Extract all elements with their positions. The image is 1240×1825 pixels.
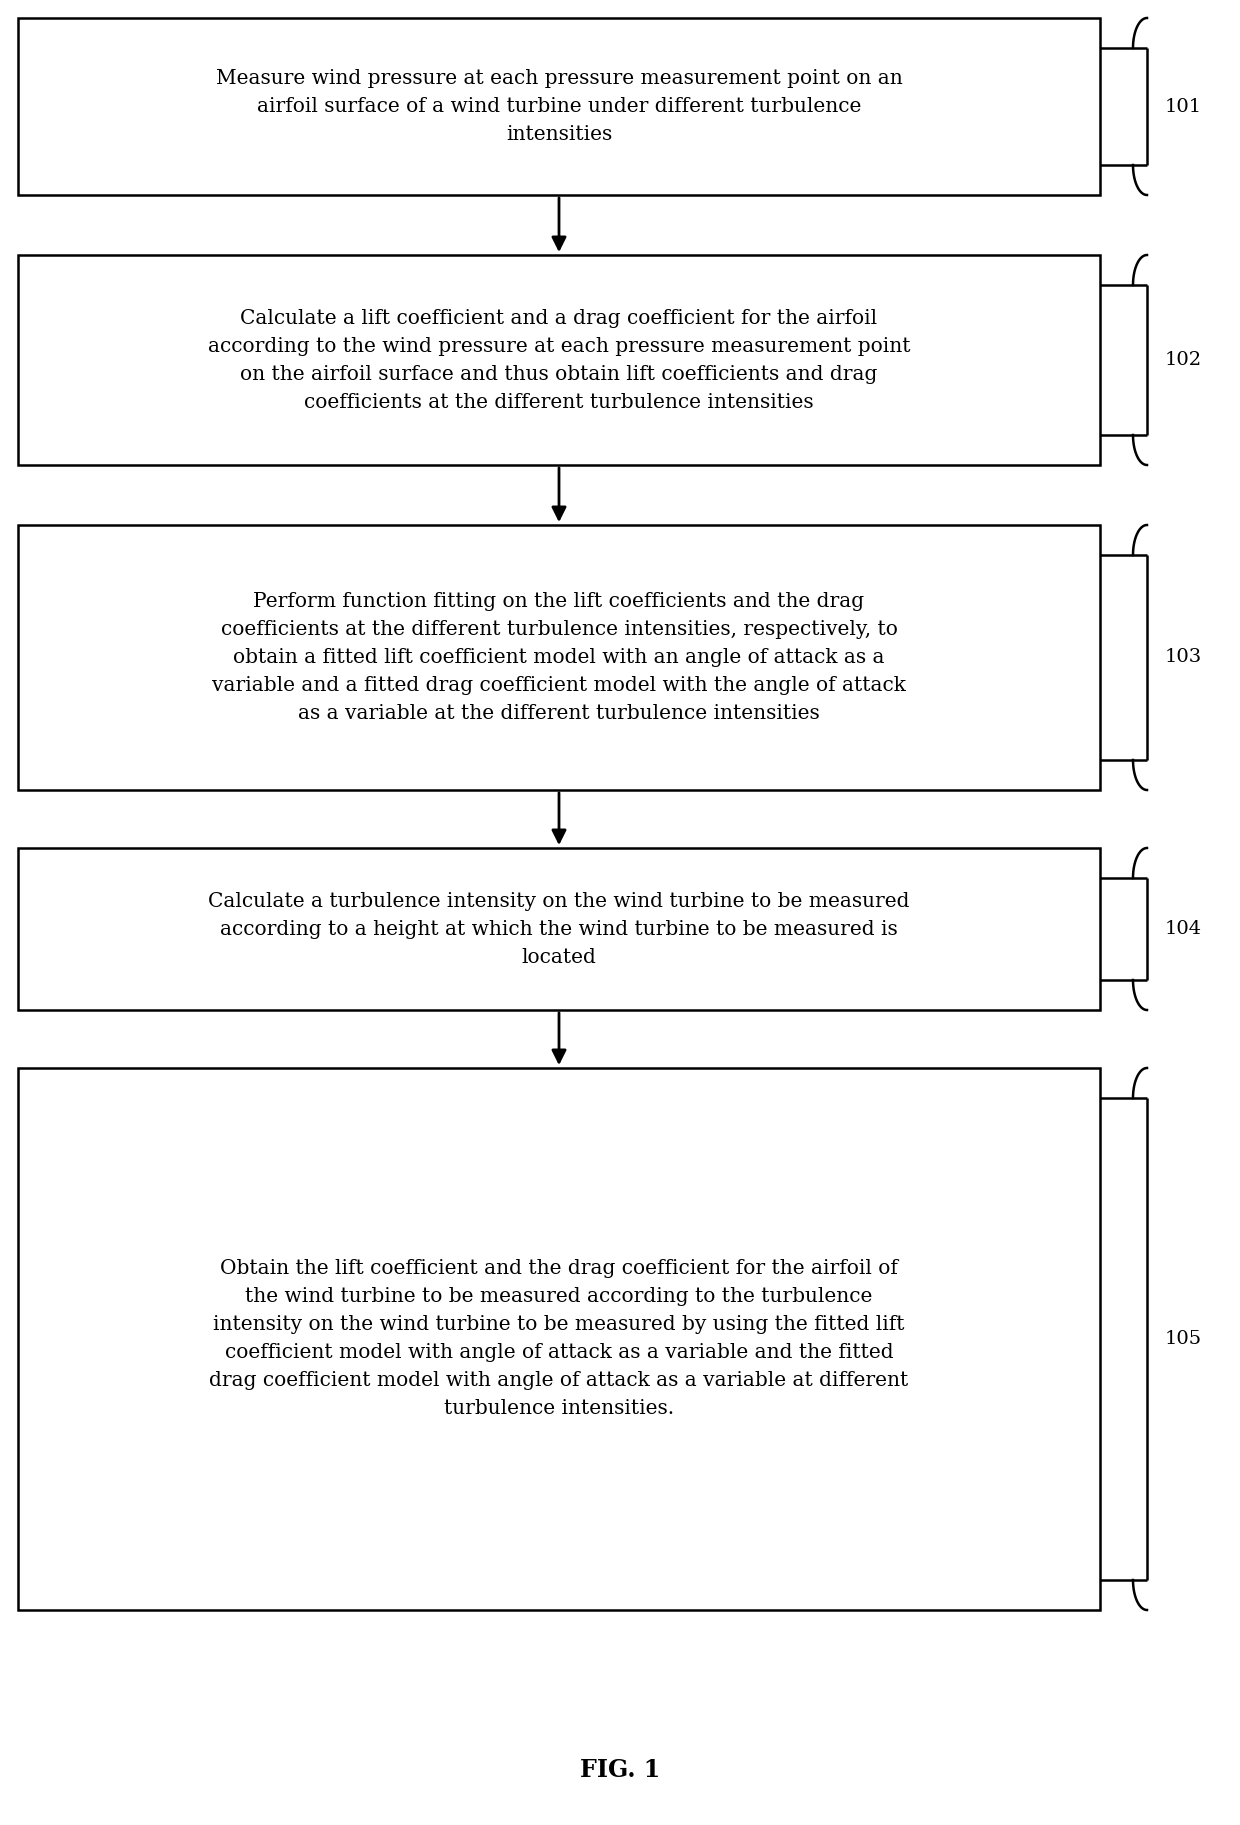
Text: 103: 103 <box>1166 648 1203 666</box>
Text: Obtain the lift coefficient and the drag coefficient for the airfoil of
the wind: Obtain the lift coefficient and the drag… <box>210 1259 909 1418</box>
Text: FIG. 1: FIG. 1 <box>580 1757 660 1781</box>
Text: Calculate a lift coefficient and a drag coefficient for the airfoil
according to: Calculate a lift coefficient and a drag … <box>208 308 910 411</box>
Bar <box>19 1068 1100 1610</box>
Text: Perform function fitting on the lift coefficients and the drag
coefficients at t: Perform function fitting on the lift coe… <box>212 591 906 723</box>
Text: 102: 102 <box>1166 350 1202 369</box>
Bar <box>19 256 1100 465</box>
Text: 105: 105 <box>1166 1330 1202 1349</box>
Bar <box>19 526 1100 790</box>
Text: 101: 101 <box>1166 97 1202 115</box>
Bar <box>19 18 1100 195</box>
Text: Measure wind pressure at each pressure measurement point on an
airfoil surface o: Measure wind pressure at each pressure m… <box>216 69 903 144</box>
Text: Calculate a turbulence intensity on the wind turbine to be measured
according to: Calculate a turbulence intensity on the … <box>208 891 910 967</box>
Bar <box>19 849 1100 1009</box>
Text: 104: 104 <box>1166 920 1202 938</box>
